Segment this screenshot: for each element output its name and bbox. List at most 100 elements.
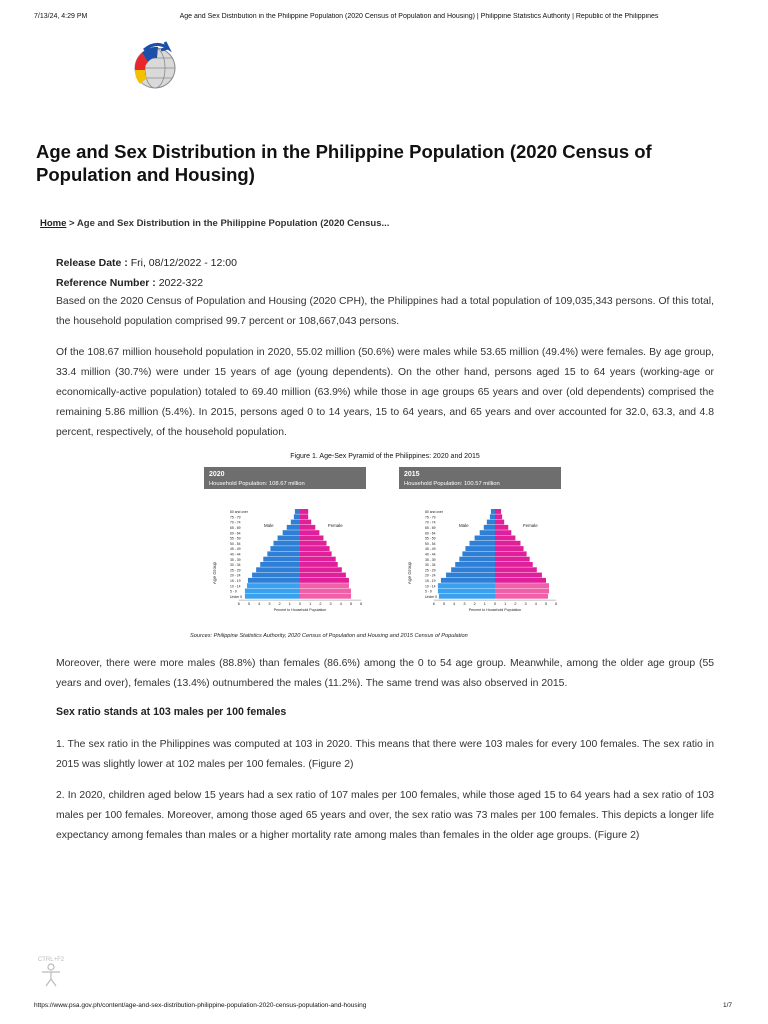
bar-male xyxy=(247,577,300,583)
bar-female xyxy=(300,514,309,520)
reference-number: Reference Number : 2022-322 xyxy=(56,277,203,289)
x-tick-label: 2 xyxy=(319,602,321,606)
age-tick-label: 5 - 9 xyxy=(425,590,432,594)
paragraph-population-total: Based on the 2020 Census of Population a… xyxy=(56,296,714,327)
bar-male xyxy=(437,583,495,589)
bar-male xyxy=(294,509,300,514)
legend-female: Female xyxy=(523,523,538,528)
age-tick-label: 60 - 64 xyxy=(230,531,241,535)
paragraph-sex-ratio-2: 2. In 2020, children aged below 15 years… xyxy=(56,790,714,841)
bar-male xyxy=(437,588,495,594)
panel-title: 2015 xyxy=(404,471,420,478)
bar-female xyxy=(495,588,550,594)
bar-male xyxy=(486,519,495,525)
bar-female xyxy=(300,535,324,541)
figure-age-sex-pyramid: Figure 1. Age-Sex Pyramid of the Philipp… xyxy=(190,451,580,646)
x-tick-label: 5 xyxy=(443,602,445,606)
panel-subtitle: Household Population: 108.67 million xyxy=(209,481,305,487)
breadcrumb: Home > Age and Sex Distribution in the P… xyxy=(40,218,389,229)
age-tick-label: 35 - 39 xyxy=(230,558,241,562)
bar-female xyxy=(495,535,516,541)
bar-male xyxy=(462,551,495,557)
release-date-value: Fri, 08/12/2022 - 12:00 xyxy=(130,257,237,269)
bar-male xyxy=(286,524,300,530)
bar-female xyxy=(495,572,542,578)
age-tick-label: 35 - 39 xyxy=(425,558,436,562)
bar-male xyxy=(489,514,495,520)
age-tick-label: 10 - 14 xyxy=(230,584,241,588)
accessibility-person-icon[interactable] xyxy=(40,963,62,987)
panel-header-box xyxy=(399,467,561,489)
legend-female: Female xyxy=(328,523,343,528)
bar-female xyxy=(300,577,349,583)
x-tick-label: 1 xyxy=(504,602,506,606)
x-tick-label: 1 xyxy=(309,602,311,606)
bar-male xyxy=(263,556,300,562)
bar-female xyxy=(300,540,327,546)
legend-male: Male xyxy=(459,523,469,528)
bar-male xyxy=(270,546,300,551)
print-title: Age and Sex Distribution in the Philippi… xyxy=(179,13,659,20)
figure-caption: Figure 1. Age-Sex Pyramid of the Philipp… xyxy=(290,453,480,460)
age-tick-label: 70 - 74 xyxy=(230,521,241,525)
bar-male xyxy=(267,551,300,557)
panel-header-box xyxy=(204,467,366,489)
x-tick-label: 4 xyxy=(340,602,342,606)
breadcrumb-home-link[interactable]: Home xyxy=(40,218,67,229)
bar-male xyxy=(246,583,300,589)
x-tick-label: 4 xyxy=(453,602,455,606)
psa-logo-icon[interactable] xyxy=(128,40,180,92)
age-tick-label: 55 - 59 xyxy=(230,537,241,541)
bar-male xyxy=(244,588,300,594)
age-tick-label: 20 - 24 xyxy=(230,574,241,578)
age-tick-label: 50 - 54 xyxy=(230,542,241,546)
x-tick-label: 5 xyxy=(248,602,250,606)
reference-number-value: 2022-322 xyxy=(158,277,204,289)
bar-female xyxy=(300,572,346,578)
x-tick-label: 3 xyxy=(268,602,270,606)
paragraph-age-group-comparison: Moreover, there were more males (88.8%) … xyxy=(56,658,714,689)
bar-female xyxy=(495,577,546,583)
release-date: Release Date : Fri, 08/12/2022 - 12:00 xyxy=(56,257,237,269)
bar-female xyxy=(300,530,320,536)
bar-female xyxy=(495,567,537,573)
bar-male xyxy=(282,530,300,536)
bar-male xyxy=(474,535,495,541)
bar-female xyxy=(300,588,351,594)
panel-title: 2020 xyxy=(209,471,225,478)
bar-male xyxy=(290,519,300,525)
age-tick-label: 10 - 14 xyxy=(425,584,436,588)
x-tick-label: 6 xyxy=(555,602,557,606)
bar-female xyxy=(495,509,502,514)
bar-female xyxy=(300,556,336,562)
pyramid-chart: 2020 Household Population: 108.67 million… xyxy=(204,467,561,612)
bar-female xyxy=(300,583,349,589)
paragraph-sex-ratio-1: 1. The sex ratio in the Philippines was … xyxy=(56,739,714,770)
x-tick-label: 3 xyxy=(463,602,465,606)
accessibility-widget[interactable]: CTRL+F2 xyxy=(34,957,68,991)
bar-male xyxy=(469,540,495,546)
figure-source: Sources: Philippine Statistics Authority… xyxy=(190,633,468,639)
age-tick-label: 45 - 49 xyxy=(425,547,436,551)
age-tick-label: 30 - 34 xyxy=(425,563,436,567)
age-tick-label: 30 - 34 xyxy=(230,563,241,567)
x-tick-label: 5 xyxy=(545,602,547,606)
bar-male xyxy=(465,546,495,551)
x-tick-label: 2 xyxy=(279,602,281,606)
bar-female xyxy=(300,509,309,514)
bar-female xyxy=(495,562,533,567)
footer-url: https://www.psa.gov.ph/content/age-and-s… xyxy=(34,1002,367,1009)
bar-female xyxy=(495,546,524,551)
breadcrumb-separator: > xyxy=(69,218,75,229)
age-tick-label: 20 - 24 xyxy=(425,574,436,578)
bar-female xyxy=(300,593,351,599)
age-tick-label: 65 - 69 xyxy=(425,526,436,530)
x-axis-title: Percent to Household Population xyxy=(469,608,522,612)
bar-female xyxy=(495,551,527,557)
age-tick-label: 5 - 9 xyxy=(230,590,237,594)
bar-male xyxy=(244,593,300,599)
x-tick-label: 0 xyxy=(494,602,496,606)
bar-male xyxy=(440,577,495,583)
age-tick-label: 45 - 49 xyxy=(230,547,241,551)
age-tick-label: 60 - 64 xyxy=(425,531,436,535)
